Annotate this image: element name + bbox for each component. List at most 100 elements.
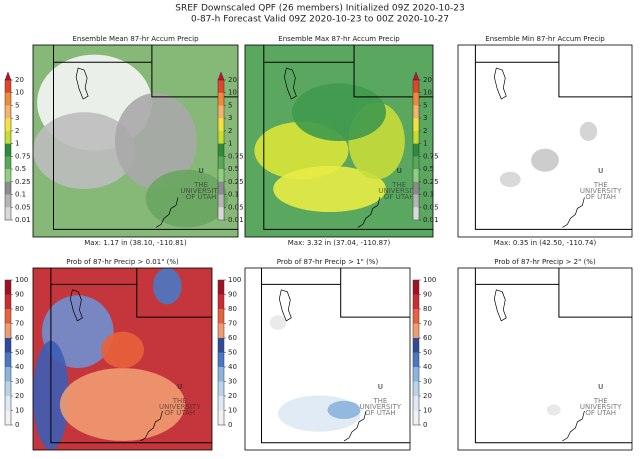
colorbar-label: 90	[15, 291, 24, 299]
colorbar-segment	[413, 381, 419, 397]
colorbar-label: 0.05	[423, 203, 439, 211]
map-frame	[32, 267, 213, 451]
logo-u: U	[396, 167, 402, 175]
colorbar-label: 10	[15, 407, 24, 415]
colorbar-label: 20	[15, 76, 24, 84]
colorbar-label: 1	[228, 140, 232, 148]
colorbar-segment	[413, 143, 419, 157]
precip-area	[327, 400, 361, 420]
state-border	[50, 268, 212, 444]
colorbar-segment	[5, 280, 11, 295]
colorbar-label: 0.25	[228, 178, 244, 186]
logo-u: U	[598, 383, 604, 391]
map-frame	[244, 267, 411, 451]
colorbar-label: 20	[228, 76, 237, 84]
colorbar-label: 60	[228, 334, 237, 342]
colorbar-label: 0.75	[228, 152, 244, 160]
logo-text: OF UTAH	[186, 193, 217, 201]
colorbar-label: 100	[423, 276, 436, 284]
colorbar-segment	[218, 118, 224, 132]
colorbar-segment	[5, 130, 11, 144]
colorbar-label: 30	[15, 378, 24, 386]
map-background	[458, 45, 632, 237]
colorbar-label: 90	[228, 291, 237, 299]
precip-area	[269, 315, 287, 330]
precip-area	[101, 331, 144, 369]
precip-area	[292, 83, 386, 141]
colorbar-segment	[5, 207, 11, 221]
colorbar-frame	[4, 79, 12, 221]
logo-text: OF UTAH	[365, 409, 396, 417]
colorbar-frame	[217, 79, 225, 221]
colorbar-label: 0.1	[15, 191, 26, 199]
logo-text: OF UTAH	[384, 193, 415, 201]
colorbar-label: 2	[228, 127, 232, 135]
colorbar-label: 70	[423, 320, 432, 328]
logo-text: UNIVERSITY	[159, 403, 201, 411]
colorbar-segment	[218, 309, 224, 324]
logo-text: OF UTAH	[585, 409, 616, 417]
logo-text: THE	[193, 181, 208, 189]
map-frame	[32, 44, 239, 238]
logo-text: OF UTAH	[585, 193, 616, 201]
colorbar-segment	[413, 352, 419, 368]
lake-outline	[70, 289, 83, 322]
colorbar-segment	[413, 207, 419, 221]
colorbar-segment	[413, 181, 419, 195]
colorbar-label: 3	[15, 114, 19, 122]
logo-text: THE	[391, 181, 406, 189]
colorbar-label: 90	[423, 291, 432, 299]
lake-outline	[284, 67, 297, 100]
logo-text: THE	[172, 397, 187, 405]
colorbar-segment	[5, 80, 11, 94]
state-border	[261, 268, 410, 444]
logo-text: UNIVERSITY	[378, 187, 420, 195]
precip-area	[33, 112, 136, 189]
logo-text: UNIVERSITY	[580, 187, 622, 195]
panel-caption: Max: 0.35 in (42.50, -110.74)	[494, 239, 597, 247]
colorbar-segment	[413, 92, 419, 106]
precip-area	[152, 268, 182, 305]
colorbar-segment	[5, 143, 11, 157]
colorbar-segment	[413, 118, 419, 132]
colorbar-label: 5	[15, 101, 19, 109]
lake-outline	[75, 67, 89, 100]
colorbar-segment	[5, 367, 11, 382]
colorbar-segment	[218, 280, 224, 295]
colorbar-segment	[218, 105, 224, 119]
river-outline	[562, 197, 585, 228]
colorbar-segment	[413, 105, 419, 119]
colorbar-segment	[413, 194, 419, 208]
logo-text: UNIVERSITY	[580, 403, 622, 411]
colorbar-segment	[413, 338, 419, 353]
precip-area	[579, 121, 598, 141]
colorbar-segment	[218, 396, 224, 411]
colorbar-label: 0.5	[228, 165, 239, 173]
colorbar-label: 0.5	[423, 165, 434, 173]
precip-area	[59, 368, 186, 441]
colorbar-label: 0.75	[15, 152, 31, 160]
panel-caption: Max: 3.32 in (37.04, -110.87)	[288, 239, 391, 247]
river-outline	[562, 410, 585, 442]
panel-title: Ensemble Max 87-hr Accum Precip	[278, 35, 400, 43]
colorbar-segment	[413, 280, 419, 295]
logo-text: UNIVERSITY	[360, 403, 402, 411]
state-border	[53, 45, 238, 230]
colorbar-segment	[5, 92, 11, 106]
colorbar-segment	[5, 352, 11, 368]
colorbar-segment	[5, 323, 11, 339]
colorbar-segment	[218, 323, 224, 339]
colorbar-label: 40	[423, 363, 432, 371]
colorbar-label: 0.25	[423, 178, 439, 186]
colorbar-label: 50	[228, 349, 237, 357]
colorbar-segment	[218, 381, 224, 397]
colorbar-segment	[218, 181, 224, 195]
colorbar-segment	[413, 323, 419, 339]
colorbar-label: 10	[423, 89, 432, 97]
precip-area	[115, 93, 197, 189]
panel-title: Prob of 87-hr Precip > 1" (%)	[277, 258, 379, 266]
logo-text: THE	[372, 397, 387, 405]
colorbar-segment	[413, 156, 419, 170]
precip-area	[546, 404, 561, 416]
panel-title: Ensemble Min 87-hr Accum Precip	[485, 35, 605, 43]
